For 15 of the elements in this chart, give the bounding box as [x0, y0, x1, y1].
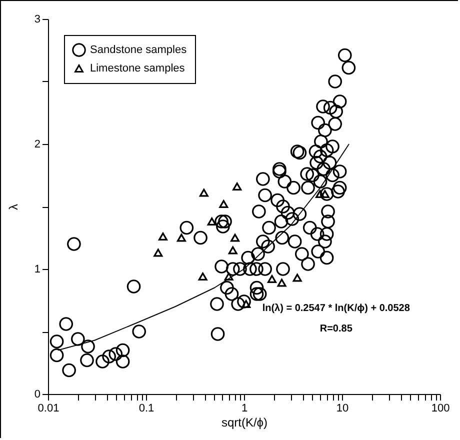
annotation: R=0.85: [320, 323, 353, 334]
y-tick-label: 2: [34, 138, 40, 150]
x-axis-title: sqrt(K/ϕ): [221, 416, 268, 430]
y-tick-label: 3: [34, 14, 40, 26]
y-tick-label: 1: [34, 264, 40, 276]
legend-label: Sandstone samples: [90, 44, 188, 56]
x-tick-label: 0.01: [38, 402, 60, 414]
x-tick-label: 10: [336, 402, 349, 414]
y-tick-label: 0: [34, 388, 40, 400]
x-tick-label: 1: [241, 402, 248, 414]
annotation: ln(λ) = 0.2547 * ln(K/ϕ) + 0.0528: [262, 302, 410, 314]
x-tick-label: 100: [431, 402, 450, 414]
legend-label: Limestone samples: [90, 62, 186, 74]
y-axis-title: λ: [6, 204, 20, 210]
x-tick-label: 0.1: [138, 402, 154, 414]
